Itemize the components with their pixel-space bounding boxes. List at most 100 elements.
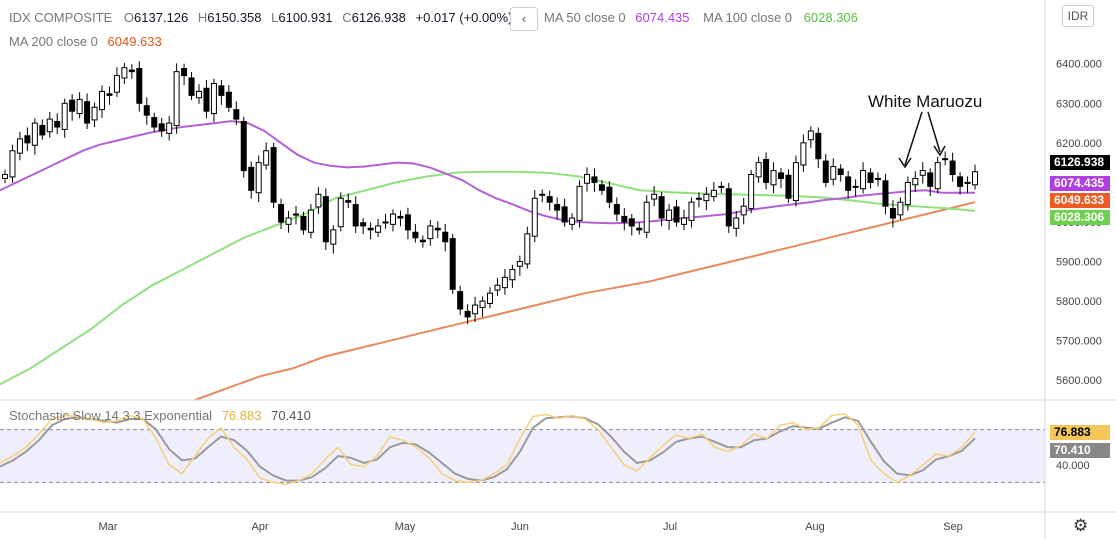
candles	[2, 61, 978, 325]
candle-body	[233, 109, 240, 120]
candle-body	[972, 171, 978, 186]
high-label: H	[197, 10, 208, 25]
candle-body	[9, 150, 16, 178]
x-tick-label: Jun	[511, 521, 529, 533]
candle-body	[322, 196, 329, 243]
gear-icon[interactable]: ⚙	[1073, 516, 1089, 535]
y-tick-label: 5700.000	[1056, 336, 1102, 348]
close-value: 6126.938	[351, 10, 406, 25]
candle-body	[531, 197, 538, 237]
candle-body	[487, 292, 493, 304]
x-tick-label: Sep	[943, 521, 963, 533]
y-tick-label: 6200.000	[1056, 138, 1102, 150]
candle-body	[166, 122, 173, 134]
candle-body	[397, 215, 404, 219]
candle-body	[278, 204, 285, 223]
candle-body	[561, 206, 568, 223]
ma50-label: MA 50 close 0	[544, 10, 626, 25]
candle-body	[919, 170, 926, 176]
candle-body	[860, 170, 867, 190]
candle-body	[99, 90, 105, 111]
candle-body	[628, 218, 635, 227]
candle-body	[934, 162, 941, 190]
candle-body	[39, 124, 46, 136]
candle-body	[822, 160, 829, 183]
y-tick-label: 6400.000	[1056, 59, 1102, 71]
open-value: 6137.126	[134, 10, 189, 25]
candle-body	[494, 284, 501, 291]
candle-body	[957, 176, 964, 187]
candle-body	[546, 196, 553, 203]
candle-body	[367, 227, 374, 231]
candle-body	[210, 83, 217, 115]
candle-body	[673, 206, 680, 223]
x-tick-label: Mar	[99, 521, 118, 533]
annotation-text: White Maruozu	[868, 92, 983, 111]
candle-body	[613, 204, 620, 215]
candle-body	[875, 177, 881, 180]
candle-body	[248, 166, 255, 191]
close-label: C	[342, 10, 352, 25]
candle-body	[807, 130, 814, 141]
candle-body	[666, 209, 673, 221]
candle-body	[718, 185, 725, 188]
candle-body	[725, 188, 732, 227]
candle-body	[307, 209, 314, 233]
candle-body	[255, 162, 262, 194]
candle-body	[598, 184, 605, 191]
candle-body	[121, 67, 128, 79]
candle-body	[61, 102, 68, 130]
ma100-value: 6028.306	[803, 10, 858, 25]
candle-body	[390, 213, 396, 225]
candle-body	[419, 239, 426, 243]
change-value: +0.017 (+0.00%)	[415, 10, 513, 25]
stoch-legend: Stochastic Slow 14 3 3 Exponential 76.88…	[9, 408, 311, 423]
candle-body	[270, 147, 277, 203]
stoch-d-tag: 70.410	[1050, 443, 1110, 458]
candle-body	[710, 189, 717, 198]
candle-body	[643, 201, 650, 233]
candle-body	[800, 142, 807, 166]
candle-body	[912, 177, 919, 186]
candle-body	[688, 201, 695, 221]
candle-body	[24, 135, 31, 144]
candle-body	[733, 217, 740, 229]
candle-body	[382, 221, 389, 224]
ma50-tag: 6074.435	[1050, 176, 1110, 191]
ma200-line	[194, 201, 976, 401]
candle-body	[837, 168, 844, 176]
candle-body	[867, 172, 874, 183]
candle-body	[16, 138, 23, 154]
candle-body	[91, 106, 98, 121]
candle-body	[2, 174, 8, 179]
currency-button[interactable]: IDR	[1062, 5, 1094, 27]
symbol-name: IDX COMPOSITE	[9, 10, 113, 25]
candle-body	[479, 300, 486, 308]
ma100-label: MA 100 close 0	[703, 10, 793, 25]
low-label: L	[271, 10, 279, 25]
candle-body	[889, 208, 896, 219]
collapse-legend-button[interactable]: ‹	[510, 7, 538, 31]
y-tick-label: 6300.000	[1056, 98, 1102, 110]
candle-body	[472, 304, 479, 315]
candle-body	[852, 185, 859, 188]
stoch-k-tag: 76.883	[1050, 425, 1110, 440]
candle-body	[882, 180, 889, 207]
ma200-tag: 6049.633	[1050, 193, 1110, 208]
candle-body	[763, 158, 770, 183]
candle-body	[748, 174, 755, 210]
candle-body	[203, 87, 210, 112]
candle-body	[404, 214, 411, 231]
ma200-label: MA 200 close 0	[9, 34, 98, 49]
candle-body	[196, 90, 202, 99]
x-tick-label: Apr	[251, 521, 268, 533]
candle-body	[897, 201, 904, 216]
candle-body	[778, 172, 784, 179]
x-tick-label: Jul	[663, 521, 677, 533]
candle-body	[285, 217, 292, 225]
candle-body	[703, 193, 710, 202]
y-tick-label: 5900.000	[1056, 257, 1102, 269]
ma100-tag: 6028.306	[1050, 210, 1110, 225]
candle-body	[54, 120, 61, 128]
